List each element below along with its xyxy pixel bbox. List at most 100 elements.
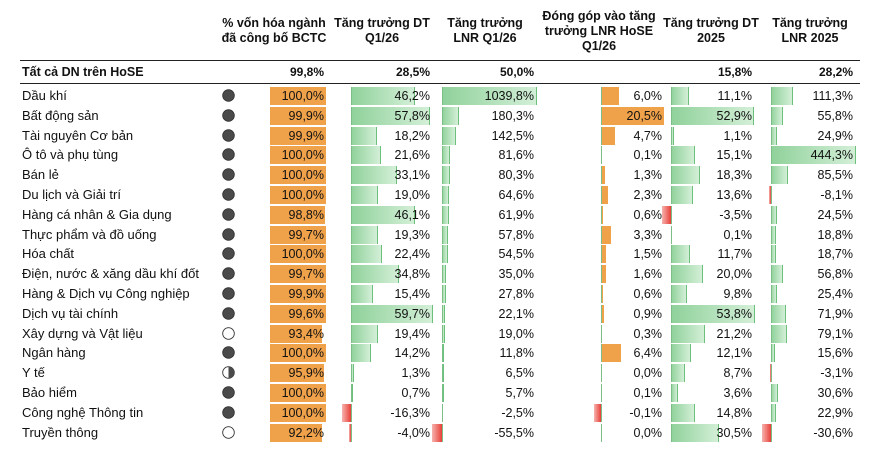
zero-axis <box>601 304 602 323</box>
value-bar <box>671 304 755 323</box>
coverage-cell: 100,0% <box>270 186 326 204</box>
value-bar <box>351 225 379 244</box>
coverage-value: 92,2% <box>288 425 324 440</box>
value-bar <box>442 324 445 343</box>
zero-axis <box>442 106 443 125</box>
zero-axis <box>671 324 672 343</box>
zero-axis <box>601 106 602 125</box>
rev-2025-cell: 12,1% <box>662 344 754 363</box>
rev-q1-value: 33,1% <box>394 168 430 183</box>
header-contribution: Đóng góp vào tăng trưởng LNR HoSE Q1/26 <box>542 8 656 53</box>
zero-axis <box>351 245 352 264</box>
contrib-value: 20,5% <box>626 108 662 123</box>
rev-q1-cell: 46,2% <box>342 87 432 105</box>
zero-axis <box>601 324 602 343</box>
coverage-cell: 99,6% <box>270 304 326 323</box>
zero-axis <box>442 166 443 185</box>
np-2025-value: 111,3% <box>812 89 853 103</box>
rev-2025-value: 20,0% <box>716 267 752 282</box>
contrib-cell: 0,6% <box>594 285 664 303</box>
zero-axis <box>442 304 443 323</box>
zero-axis <box>442 205 443 224</box>
value-bar <box>601 106 664 125</box>
rev-2025-value: 11,7% <box>717 247 752 262</box>
rev-2025-cell: 30,5% <box>662 423 754 442</box>
contrib-cell: 6,4% <box>594 344 664 363</box>
contrib-value: 0,3% <box>633 326 663 341</box>
np-2025-value: 24,5% <box>817 207 853 222</box>
rev-2025-value: 18,3% <box>716 168 752 183</box>
total-np-q1-cell: 50,0% <box>432 63 536 81</box>
np-2025-value: 71,9% <box>817 306 853 321</box>
rev-q1-cell: 33,1% <box>342 166 432 185</box>
zero-axis <box>442 344 443 363</box>
contrib-cell: 0,0% <box>594 364 664 383</box>
zero-axis <box>671 106 672 125</box>
rev-2025-value: 13,6% <box>716 188 752 202</box>
np-2025-value: 18,7% <box>817 247 853 262</box>
rev-q1-value: 19,3% <box>394 227 430 242</box>
value-bar <box>351 364 354 383</box>
coverage-pie-icon <box>222 168 235 181</box>
np-q1-value: 80,3% <box>498 168 534 183</box>
rev-q1-value: 19,0% <box>394 188 430 202</box>
contrib-cell: 0,3% <box>594 324 664 343</box>
rev-q1-value: 34,8% <box>394 267 430 282</box>
coverage-pie-icon <box>222 366 235 379</box>
rev-q1-cell: -4,0% <box>342 423 432 442</box>
rev-2025-value: 0,1% <box>723 227 753 242</box>
contrib-value: 6,4% <box>633 346 663 361</box>
rev-q1-cell: 14,2% <box>342 344 432 363</box>
value-bar <box>442 245 448 264</box>
contrib-value: 1,5% <box>633 247 663 262</box>
np-2025-cell: 111,3% <box>762 87 855 105</box>
coverage-value: 100,0% <box>281 168 324 183</box>
rev-q1-value: -16,3% <box>390 405 430 420</box>
value-bar <box>671 384 678 402</box>
np-q1-value: 35,0% <box>498 267 534 282</box>
np-q1-value: 54,5% <box>498 247 534 262</box>
sector-label: Du lịch và Giải trí <box>22 187 121 202</box>
zero-axis <box>351 205 352 224</box>
coverage-pie-icon <box>222 386 235 399</box>
value-bar <box>270 403 326 422</box>
np-q1-cell: 180,3% <box>432 106 536 125</box>
rev-q1-cell: 57,8% <box>342 106 432 125</box>
zero-axis <box>771 87 772 105</box>
zero-axis <box>671 225 672 244</box>
rev-2025-cell: 1,1% <box>662 126 754 145</box>
pie-circle <box>222 247 235 261</box>
table-row: Dầu khí 100,0% 46,2% 1039,8% 6,0% 11,1% 111,3% <box>20 86 860 106</box>
value-bar <box>768 186 771 204</box>
coverage-value: 100,0% <box>281 247 324 262</box>
zero-axis <box>671 403 672 422</box>
sector-label: Hàng & Dịch vụ Công nghiệp <box>22 286 190 301</box>
total-label: Tất cả DN trên HoSE <box>22 65 144 79</box>
rev-2025-cell: 21,2% <box>662 324 754 343</box>
value-bar <box>442 186 449 204</box>
coverage-pie-icon <box>222 188 235 201</box>
total-row: Tất cả DN trên HoSE 99,8% 28,5% 50,0% 15… <box>20 62 860 82</box>
table-row: Ô tô và phụ tùng 100,0% 21,6% 81,6% 0,1% 15,1… <box>20 145 860 165</box>
value-bar <box>601 166 605 185</box>
contrib-cell: 0,1% <box>594 146 664 165</box>
table-row: Dịch vụ tài chính 99,6% 59,7% 22,1% 0,9% 53,8… <box>20 304 860 324</box>
np-2025-value: -30,6% <box>813 425 853 440</box>
value-bar <box>671 126 674 145</box>
np-2025-cell: 18,8% <box>762 225 855 244</box>
rev-2025-cell: 18,3% <box>662 166 754 185</box>
np-q1-value: 180,3% <box>491 108 534 123</box>
coverage-pie-icon <box>222 326 235 340</box>
np-q1-cell: 57,8% <box>432 225 536 244</box>
table-row: Du lịch và Giải trí 100,0% 19,0% 64,6% 2,3% 1… <box>20 185 860 205</box>
table-row: Ngân hàng 100,0% 14,2% 11,8% 6,4% 12,1% 15,6% <box>20 343 860 363</box>
np-q1-cell: 6,5% <box>432 364 536 383</box>
np-2025-value: 18,8% <box>817 227 853 242</box>
value-bar <box>762 423 771 442</box>
rev-q1-value: -4,0% <box>397 425 430 440</box>
coverage-pie-icon <box>222 406 235 419</box>
zero-axis <box>351 384 352 402</box>
total-divider <box>20 83 860 84</box>
zero-axis <box>771 166 772 185</box>
value-bar <box>771 324 787 343</box>
